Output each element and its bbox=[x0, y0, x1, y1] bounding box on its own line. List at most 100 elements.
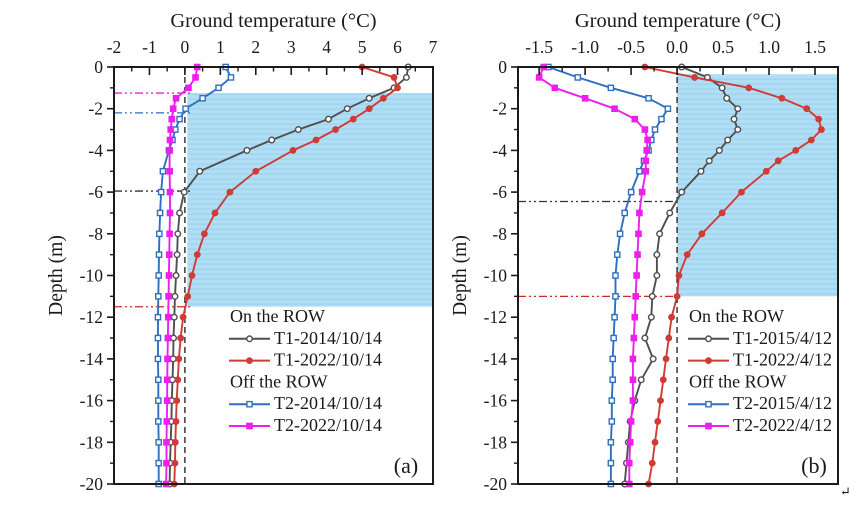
series-marker-t2-2014 bbox=[227, 74, 235, 81]
series-marker-t2-2015 bbox=[627, 188, 635, 196]
legend-label-t2-2022: T2-2022/4/12 bbox=[733, 415, 832, 435]
series-marker-t1-2015 bbox=[723, 94, 731, 102]
series-marker-t2-2022 bbox=[168, 115, 176, 123]
series-marker-t2-2014 bbox=[156, 230, 163, 238]
x-tick-label: 4 bbox=[322, 37, 331, 57]
series-marker-t1-2022 bbox=[665, 334, 673, 342]
legend-marker-t2-2022 bbox=[246, 422, 253, 430]
legend-marker-t1-2022 bbox=[246, 357, 253, 365]
x-tick-label: -2 bbox=[107, 37, 122, 57]
series-marker-t2-2022 bbox=[164, 334, 172, 342]
series-marker-t2-2022 bbox=[638, 188, 646, 196]
series-marker-t2-2015 bbox=[651, 126, 659, 133]
series-marker-t2-2014 bbox=[155, 439, 162, 446]
series-marker-t1-2022 bbox=[179, 313, 187, 321]
series-marker-t2-2015 bbox=[607, 459, 615, 467]
legend-item-t1-2014: T1-2014/10/14 bbox=[229, 328, 382, 348]
legend-label-t2-2015: T2-2015/4/12 bbox=[733, 393, 832, 413]
series-marker-t2-2022 bbox=[166, 230, 173, 238]
legend-item-t1-2022: T1-2022/10/14 bbox=[229, 350, 382, 370]
series-marker-t2-2022 bbox=[642, 157, 650, 165]
series-marker-t1-2022 bbox=[173, 397, 181, 405]
y-tick-label: -10 bbox=[80, 266, 104, 286]
shaded-permafrost-region bbox=[677, 74, 838, 297]
y-tick-label: -18 bbox=[80, 432, 104, 452]
series-marker-t2-2014 bbox=[156, 209, 164, 217]
x-tick-label: 0 bbox=[181, 37, 190, 57]
series-marker-t2-2022 bbox=[165, 272, 173, 279]
x-tick-label: 1.0 bbox=[758, 37, 780, 57]
legend-label-t2-2014: T2-2014/10/14 bbox=[274, 393, 382, 413]
series-marker-t1-2015 bbox=[648, 292, 656, 300]
series-marker-t2-2022 bbox=[164, 313, 172, 321]
y-tick-label: -14 bbox=[484, 349, 508, 369]
legend-label-t1-2015: T1-2015/4/12 bbox=[733, 328, 832, 348]
series-markers-t1-2022 bbox=[170, 63, 401, 488]
y-axis: 0 -2 -4 -6 -8 -10 -12 -14 -16 -18 -20 bbox=[80, 57, 114, 494]
return-mark: ↵ bbox=[840, 484, 851, 499]
series-marker-t2-2022 bbox=[630, 334, 638, 342]
legend-item-t2-2015: T2-2015/4/12 bbox=[688, 393, 832, 413]
shaded-permafrost-region bbox=[187, 93, 433, 307]
series-marker-t1-2022 bbox=[762, 167, 770, 175]
y-tick-label: -6 bbox=[88, 182, 103, 202]
x-axis-title: Ground temperature (°C) bbox=[170, 10, 376, 32]
x-axis: -2 -1 0 1 2 3 4 5 6 7 bbox=[107, 37, 438, 75]
series-marker-t2-2022 bbox=[169, 105, 177, 113]
x-tick-label: 3 bbox=[287, 37, 296, 57]
series-marker-t1-2022 bbox=[659, 376, 667, 384]
series-marker-t2-2014 bbox=[182, 105, 189, 112]
series-marker-t1-2022 bbox=[289, 147, 297, 154]
legend-item-t1-2022: T1-2022/4/12 bbox=[688, 350, 832, 370]
series-marker-t2-2014 bbox=[155, 397, 162, 404]
series-marker-t2-2022 bbox=[551, 84, 559, 92]
series-marker-t1-2022 bbox=[312, 136, 320, 144]
series-marker-t1-2022 bbox=[177, 334, 185, 342]
legend: On the ROWT1-2014/10/14T1-2022/10/14Off … bbox=[229, 306, 382, 435]
series-marker-t1-2015 bbox=[678, 188, 686, 196]
series-marker-t1-2015 bbox=[730, 115, 738, 123]
series-marker-t1-2022 bbox=[193, 251, 201, 259]
x-tick-label: -1.0 bbox=[571, 37, 599, 57]
series-marker-t1-2015 bbox=[641, 334, 649, 342]
series-markers-t1-2022 bbox=[641, 63, 825, 488]
series-marker-t1-2022 bbox=[172, 418, 180, 425]
y-tick-label: -10 bbox=[484, 266, 508, 286]
series-marker-t1-2014 bbox=[243, 146, 251, 154]
series-marker-t2-2014 bbox=[159, 167, 167, 175]
series-marker-t2-2022 bbox=[166, 136, 174, 144]
series-marker-t1-2014 bbox=[174, 230, 182, 238]
series-marker-t1-2015 bbox=[734, 126, 742, 134]
series-marker-t1-2015 bbox=[718, 84, 726, 92]
series-marker-t2-2022 bbox=[165, 293, 172, 300]
series-marker-t1-2022 bbox=[792, 147, 800, 154]
series-marker-t2-2022 bbox=[643, 147, 651, 154]
series-marker-t2-2015 bbox=[607, 439, 615, 446]
legend-marker-t2-2022 bbox=[705, 422, 712, 430]
series-marker-t1-2014 bbox=[324, 115, 332, 123]
series-marker-t2-2022 bbox=[172, 94, 180, 102]
y-tick-label: -18 bbox=[484, 432, 508, 452]
series-marker-t1-2015 bbox=[715, 146, 723, 154]
series-marker-t2-2014 bbox=[155, 251, 163, 258]
series-marker-t1-2014 bbox=[172, 272, 180, 280]
series-marker-t1-2022 bbox=[662, 355, 670, 363]
y-tick-label: -20 bbox=[484, 474, 508, 494]
series-marker-t2-2014 bbox=[155, 418, 162, 425]
series-marker-t2-2022 bbox=[192, 74, 199, 81]
series-marker-t1-2022 bbox=[394, 84, 401, 92]
y-axis-label: Depth (m) bbox=[46, 235, 67, 316]
series-marker-t2-2022 bbox=[166, 167, 173, 175]
legend-label-t2-2022: T2-2022/10/14 bbox=[274, 415, 382, 435]
legend-marker-t1-2014 bbox=[245, 335, 253, 343]
series-marker-t2-2022 bbox=[165, 251, 173, 258]
series-marker-t1-2022 bbox=[188, 272, 196, 279]
series-marker-t2-2022 bbox=[166, 209, 174, 217]
series-marker-t1-2015 bbox=[637, 376, 645, 384]
series-marker-t1-2014 bbox=[169, 355, 177, 363]
series-marker-t2-2015 bbox=[608, 397, 616, 404]
panel-b-plot: -1.5 -1.0 -0.5 0.0 0.5 1.0 1.5 0 -2 -4 -6 -8 -10 -12 -… bbox=[450, 10, 839, 494]
series-marker-t2-2022 bbox=[629, 355, 637, 363]
x-tick-label: 7 bbox=[429, 37, 438, 57]
series-marker-t2-2015 bbox=[574, 74, 582, 81]
